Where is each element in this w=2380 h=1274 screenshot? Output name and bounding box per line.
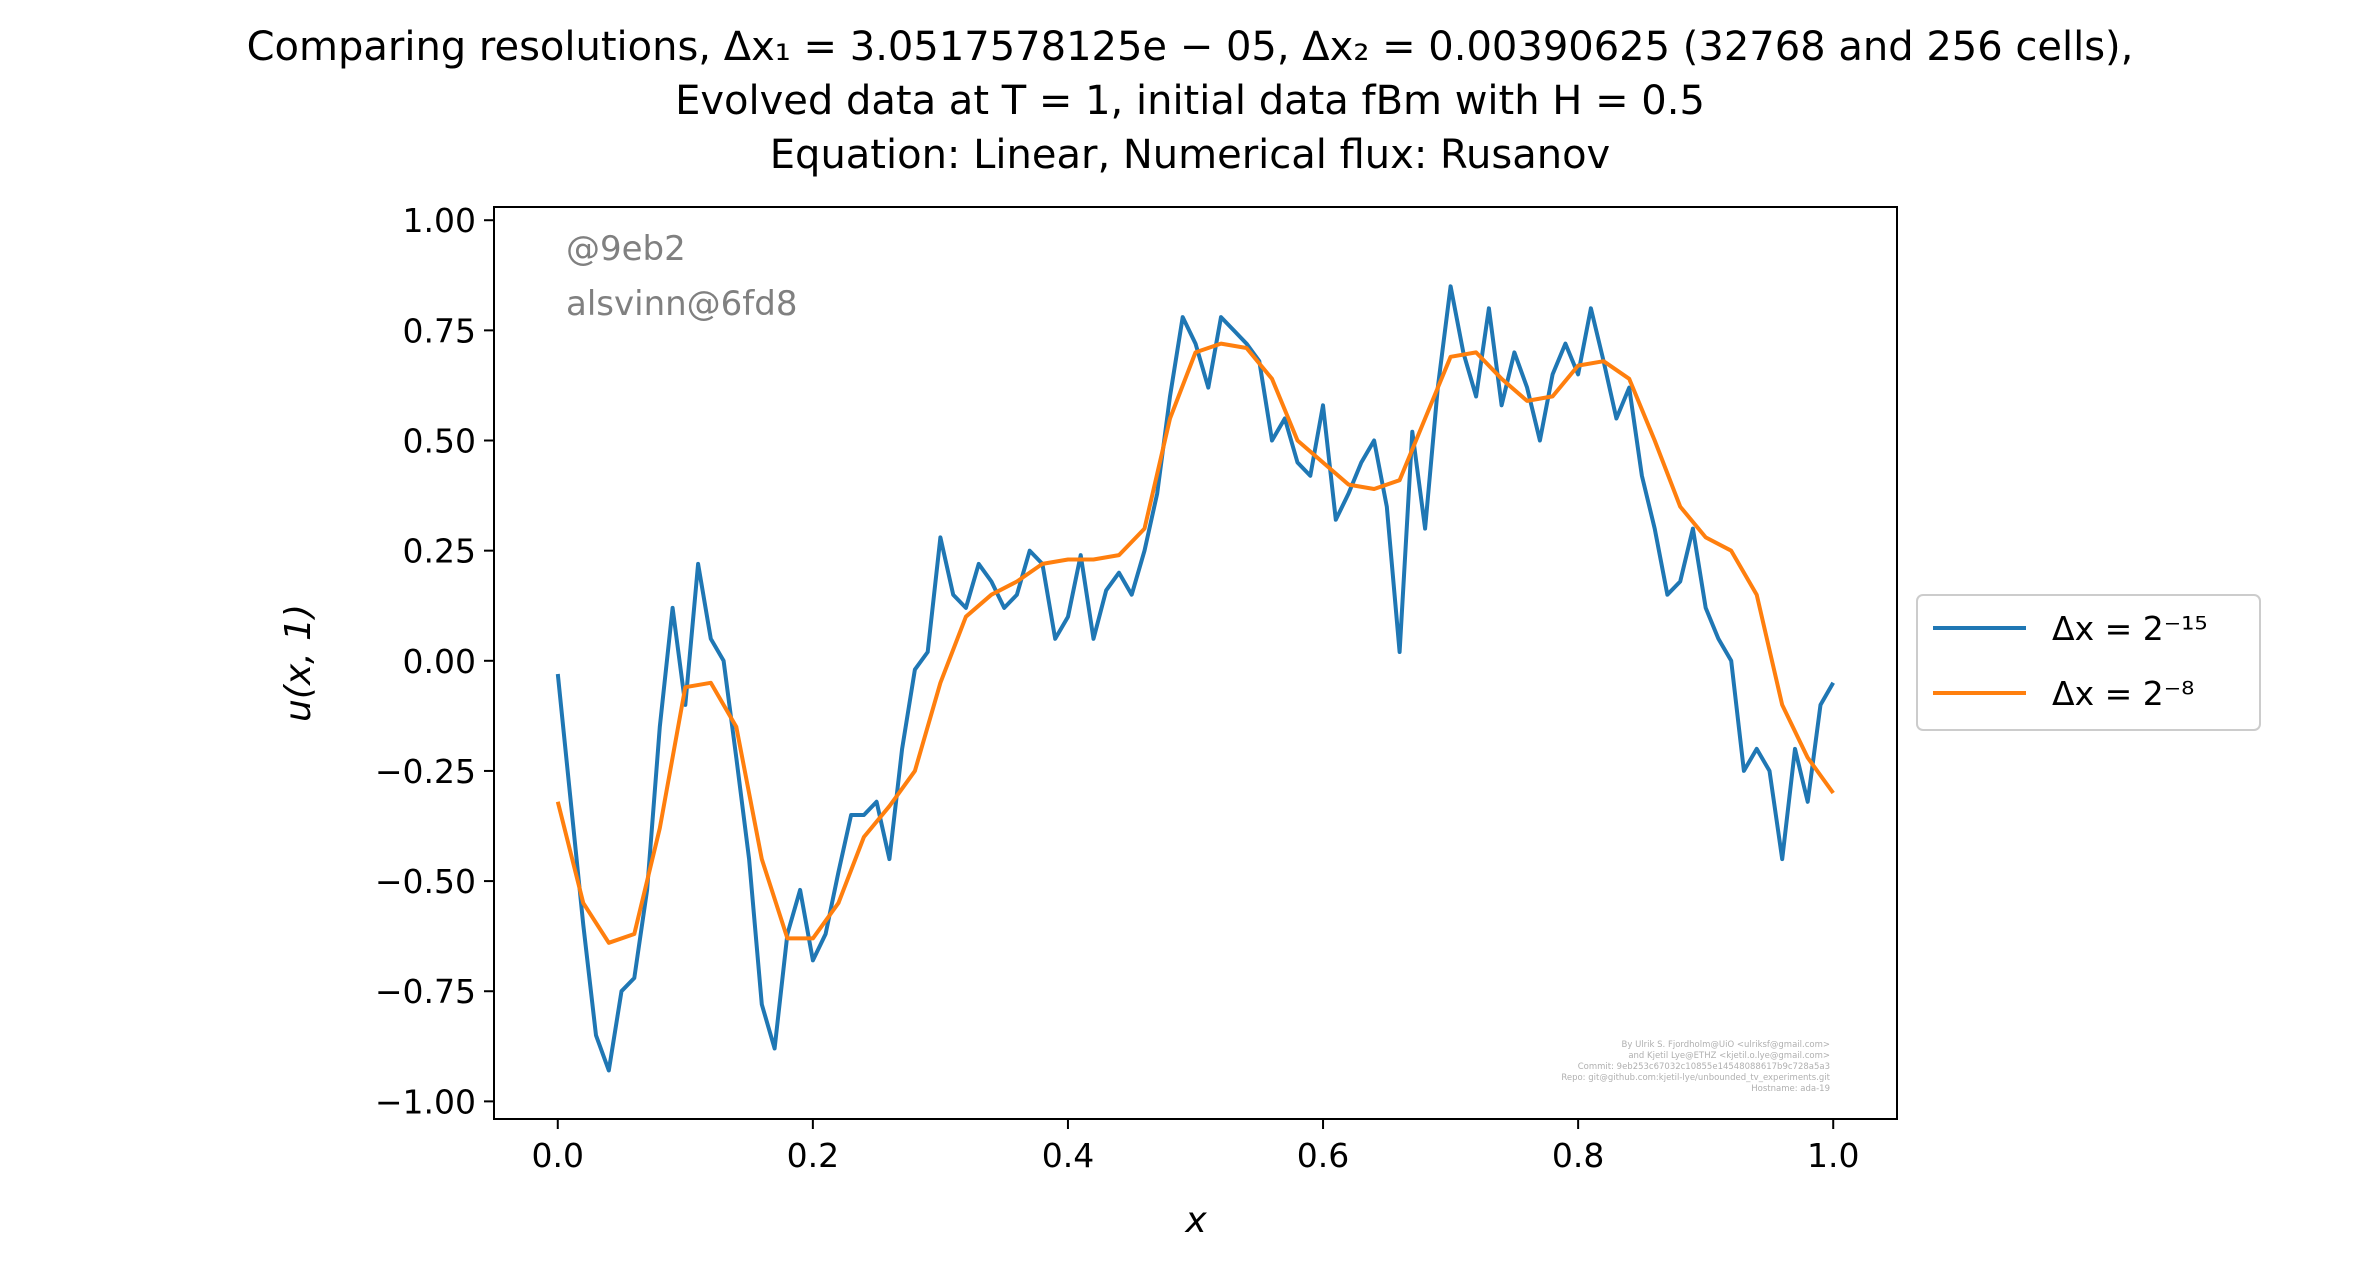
x-axis-label: x [1184, 1200, 1207, 1241]
chart-title-line-3: Equation: Linear, Numerical flux: Rusano… [770, 132, 1610, 178]
chart-title-line-1: Comparing resolutions, Δx₁ = 3.051757812… [247, 24, 2134, 70]
y-tick-label: 0.75 [403, 311, 476, 350]
credit-line: Hostname: ada-19 [1751, 1084, 1830, 1094]
y-axis-label: u(x, 1) [278, 604, 319, 722]
x-tick-label: 0.4 [1042, 1136, 1094, 1175]
y-tick-label: −1.00 [375, 1082, 476, 1121]
y-tick-label: −0.25 [375, 752, 476, 791]
y-tick-label: 1.00 [403, 201, 476, 240]
x-tick-label: 1.0 [1807, 1136, 1859, 1175]
credit-line: By Ulrik S. Fjordholm@UiO <ulriksf@gmail… [1622, 1040, 1830, 1050]
credit-line: Repo: git@github.com:kjetil-lye/unbounde… [1561, 1073, 1830, 1083]
series-layer [555, 284, 1835, 1073]
credits-block: By Ulrik S. Fjordholm@UiO <ulriksf@gmail… [1561, 1040, 1830, 1094]
credit-line: Commit: 9eb253c67032c10855e14548088617b9… [1578, 1062, 1830, 1072]
x-tick-label: 0.8 [1552, 1136, 1604, 1175]
plot-area [493, 206, 1898, 1120]
legend: Δx = 2⁻¹⁵ Δx = 2⁻⁸ [1916, 594, 2261, 731]
y-tick-label: −0.50 [375, 862, 476, 901]
y-tick-label: 0.50 [403, 422, 476, 461]
x-tick-label: 0.0 [532, 1136, 584, 1175]
series-line-fine [555, 284, 1835, 1073]
series-line-coarse [555, 341, 1835, 945]
version-stamp: alsvinn@6fd8 [566, 284, 797, 324]
commit-stamp: @9eb2 [566, 229, 686, 269]
legend-label-coarse: Δx = 2⁻⁸ [2052, 674, 2194, 713]
y-tick-label: −0.75 [375, 972, 476, 1011]
x-tick-label: 0.6 [1297, 1136, 1349, 1175]
credit-line: and Kjetil Lye@ETHZ <kjetil.o.lye@gmail.… [1628, 1051, 1830, 1061]
y-axis: 1.00 0.75 0.50 0.25 0.00 −0.25 −0.50 −0.75 −1.00 [375, 201, 494, 1121]
legend-label-fine: Δx = 2⁻¹⁵ [2052, 609, 2208, 648]
x-axis: 0.0 0.2 0.4 0.6 0.8 1.0 [532, 1119, 1859, 1175]
y-tick-label: 0.00 [403, 642, 476, 681]
chart-title-line-2: Evolved data at T = 1, initial data fBm … [675, 78, 1705, 124]
y-tick-label: 0.25 [403, 532, 476, 571]
x-tick-label: 0.2 [787, 1136, 839, 1175]
